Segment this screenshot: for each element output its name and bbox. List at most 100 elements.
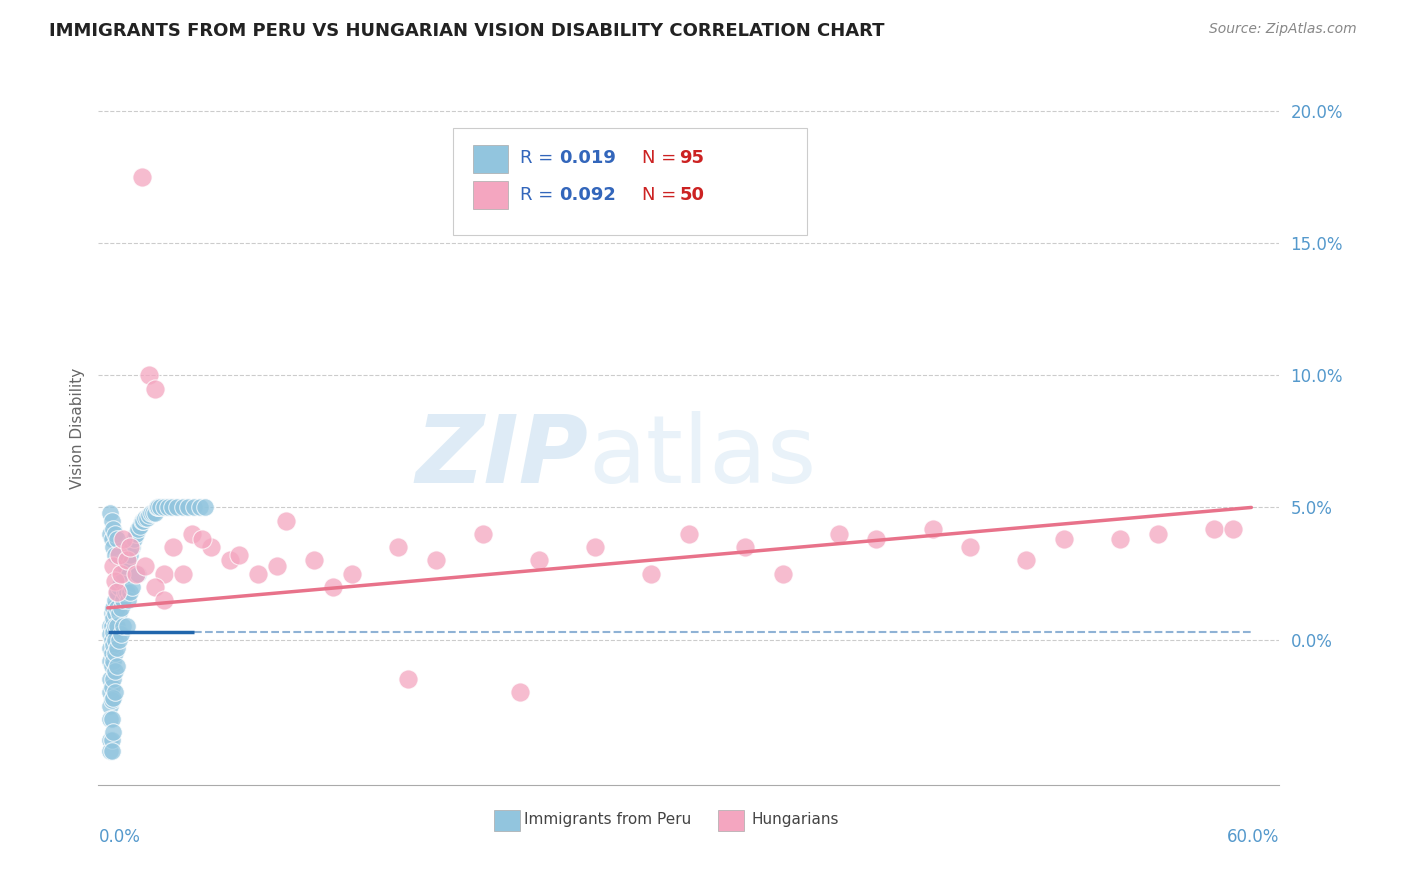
- Point: [120, 585, 142, 599]
- Point: [396, 672, 419, 686]
- Point: [153, 566, 176, 581]
- Text: Immigrants from Peru: Immigrants from Peru: [523, 812, 690, 827]
- Point: [115, 553, 138, 567]
- Text: Hungarians: Hungarians: [752, 812, 839, 827]
- Point: [218, 553, 240, 567]
- Point: [302, 553, 325, 567]
- Point: [100, 532, 122, 546]
- Bar: [494, 810, 520, 831]
- Point: [108, 580, 131, 594]
- Point: [153, 593, 176, 607]
- Point: [100, 646, 122, 660]
- Point: [104, 527, 127, 541]
- Point: [425, 553, 447, 567]
- Point: [100, 733, 122, 747]
- Point: [149, 500, 172, 515]
- Point: [105, 619, 128, 633]
- Point: [105, 600, 128, 615]
- Point: [104, 619, 127, 633]
- Point: [104, 574, 127, 589]
- Point: [103, 611, 125, 625]
- Point: [103, 690, 125, 705]
- Point: [246, 566, 269, 581]
- Point: [1053, 532, 1076, 546]
- Point: [142, 506, 165, 520]
- Point: [100, 680, 122, 694]
- Point: [1202, 522, 1225, 536]
- Point: [190, 532, 212, 546]
- Point: [143, 382, 166, 396]
- Point: [111, 593, 134, 607]
- Point: [166, 500, 188, 515]
- Point: [136, 511, 159, 525]
- Point: [160, 500, 183, 515]
- Point: [98, 685, 121, 699]
- Point: [104, 548, 127, 562]
- Point: [110, 566, 132, 581]
- Point: [121, 540, 143, 554]
- Point: [138, 368, 160, 383]
- Point: [100, 606, 122, 620]
- Text: IMMIGRANTS FROM PERU VS HUNGARIAN VISION DISABILITY CORRELATION CHART: IMMIGRANTS FROM PERU VS HUNGARIAN VISION…: [49, 22, 884, 40]
- Point: [100, 743, 122, 757]
- Point: [105, 585, 128, 599]
- Point: [110, 574, 132, 589]
- Point: [104, 665, 127, 679]
- Text: ZIP: ZIP: [416, 410, 589, 503]
- Point: [1109, 532, 1132, 546]
- Point: [105, 640, 128, 655]
- Point: [110, 627, 132, 641]
- Point: [103, 540, 125, 554]
- Text: 0.092: 0.092: [560, 186, 616, 203]
- Point: [103, 624, 125, 639]
- Text: N =: N =: [641, 149, 682, 167]
- Point: [115, 553, 138, 567]
- Point: [98, 527, 121, 541]
- Text: R =: R =: [520, 186, 560, 203]
- Point: [125, 566, 148, 581]
- Point: [98, 640, 121, 655]
- Point: [131, 170, 153, 185]
- Point: [139, 506, 162, 520]
- Point: [111, 566, 134, 581]
- FancyBboxPatch shape: [453, 128, 807, 235]
- Point: [200, 540, 222, 554]
- Point: [509, 685, 531, 699]
- Point: [111, 532, 134, 546]
- Point: [143, 506, 166, 520]
- Text: 0.0%: 0.0%: [98, 828, 141, 846]
- Point: [103, 558, 125, 573]
- Point: [125, 566, 148, 581]
- Point: [108, 606, 131, 620]
- Point: [114, 585, 136, 599]
- Point: [128, 519, 150, 533]
- Point: [104, 632, 127, 647]
- Point: [105, 532, 128, 546]
- Point: [678, 527, 700, 541]
- Text: 50: 50: [679, 186, 704, 203]
- Point: [340, 566, 363, 581]
- Point: [104, 646, 127, 660]
- Point: [127, 566, 149, 581]
- Point: [145, 500, 167, 515]
- Point: [138, 508, 160, 523]
- Point: [117, 553, 139, 567]
- Point: [143, 580, 166, 594]
- Point: [111, 619, 134, 633]
- Point: [98, 733, 121, 747]
- Point: [98, 627, 121, 641]
- Point: [772, 566, 794, 581]
- Point: [100, 514, 122, 528]
- Point: [98, 672, 121, 686]
- Point: [98, 712, 121, 726]
- Point: [108, 548, 131, 562]
- Point: [132, 514, 155, 528]
- Point: [172, 566, 194, 581]
- Point: [122, 532, 145, 546]
- Point: [181, 527, 204, 541]
- Point: [734, 540, 756, 554]
- Point: [100, 659, 122, 673]
- Point: [125, 527, 148, 541]
- Point: [100, 619, 122, 633]
- Point: [98, 698, 121, 713]
